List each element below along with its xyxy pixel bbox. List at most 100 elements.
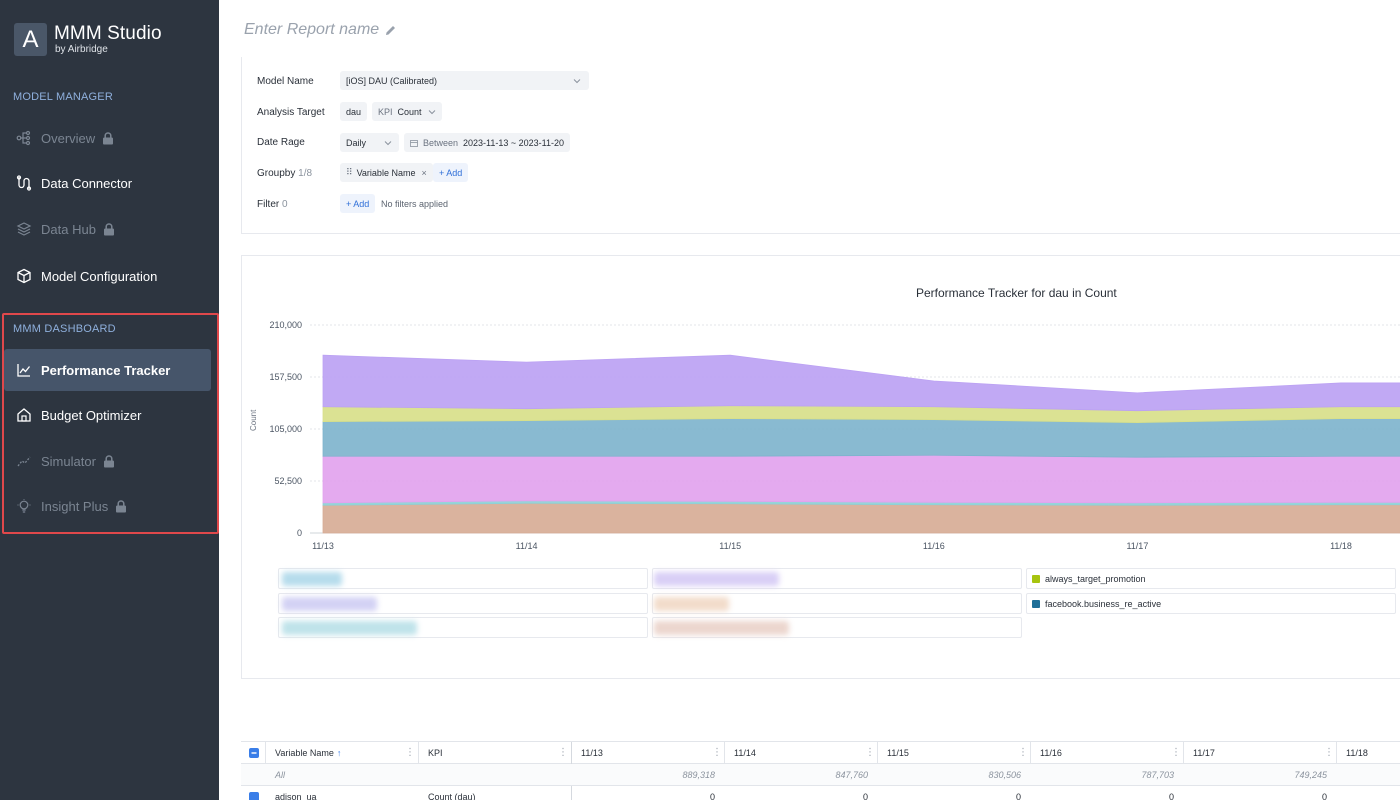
area-series-2[interactable] (322, 454, 1400, 504)
data-hub-icon (16, 221, 32, 237)
redacted-legend-text (282, 597, 377, 611)
y-tick-label: 105,000 (269, 424, 302, 434)
analysis-target-chip[interactable]: dau (340, 102, 368, 121)
header-label: KPI (428, 748, 443, 758)
row-checkbox[interactable] (249, 792, 259, 800)
sidebar-item-label: Performance Tracker (41, 362, 171, 378)
area-chart: 210,000 157,500 105,000 52,500 0 11/13 11/14 11… (269, 320, 1400, 551)
header-date[interactable]: 11/16 (1040, 742, 1062, 764)
row-cell: 0 (1168, 792, 1174, 800)
filter-add-button[interactable]: + Add (340, 194, 376, 213)
sidebar: A MMM Studio by Airbridge MODEL MANAGER … (0, 0, 219, 800)
sidebar-item-overview[interactable]: Overview (4, 117, 211, 159)
date-granularity-select[interactable]: Daily (340, 133, 399, 152)
sidebar-item-data-hub[interactable]: Data Hub (4, 208, 211, 250)
app-logo[interactable]: A MMM Studio by Airbridge (14, 23, 162, 56)
config-panel: Model Name [iOS] DAU (Calibrated) Analys… (241, 57, 1400, 234)
y-tick-label: 157,500 (269, 372, 302, 382)
header-date[interactable]: 11/18 (1346, 742, 1368, 764)
legend-item-redacted[interactable] (278, 593, 648, 614)
legend-item-redacted[interactable] (278, 617, 648, 638)
sidebar-item-model-configuration[interactable]: Model Configuration (4, 255, 211, 297)
bulb-icon (16, 498, 32, 514)
area-series-3[interactable] (322, 418, 1400, 458)
date-range-picker[interactable]: Between 2023-11-13 ~ 2023-11-20 (404, 133, 571, 152)
groupby-label-text: Groupby (257, 168, 296, 179)
sidebar-item-data-connector[interactable]: Data Connector (4, 162, 211, 204)
x-tick-label: 11/17 (1126, 541, 1148, 551)
column-menu-icon[interactable]: ⋮ (865, 747, 875, 758)
header-date[interactable]: 11/14 (734, 742, 756, 764)
groupby-chip[interactable]: ⠿ Variable Name × (340, 163, 433, 182)
column-menu-icon[interactable]: ⋮ (1171, 747, 1181, 758)
drag-handle-icon[interactable]: ⠿ (346, 167, 353, 177)
legend-swatch (1032, 574, 1040, 583)
select-all-checkbox[interactable] (249, 742, 259, 764)
header-label: 11/17 (1193, 748, 1215, 758)
column-menu-icon[interactable]: ⋮ (558, 747, 568, 758)
legend-item-redacted[interactable] (278, 568, 648, 589)
header-date[interactable]: 11/13 (581, 742, 603, 764)
area-series-0[interactable] (322, 502, 1400, 534)
column-menu-icon[interactable]: ⋮ (1324, 747, 1334, 758)
sidebar-item-insight-plus[interactable]: Insight Plus (4, 485, 211, 527)
chevron-down-icon (384, 138, 392, 148)
area-series-5[interactable] (322, 354, 1400, 412)
row-variable-name: adison_ua (275, 792, 317, 800)
sort-asc-icon[interactable]: ↑ (336, 748, 342, 758)
legend-item-redacted[interactable] (652, 593, 1022, 614)
legend-swatch (1032, 599, 1040, 608)
logo-letter: A (22, 26, 39, 53)
header-variable-name[interactable]: Variable Name ↑ (275, 742, 341, 764)
sidebar-item-budget-optimizer[interactable]: Budget Optimizer (4, 394, 211, 436)
report-name-field[interactable]: Enter Report name (244, 21, 397, 39)
pencil-icon[interactable] (384, 24, 397, 37)
row-cell: 0 (862, 792, 868, 800)
cube-icon (16, 268, 32, 284)
close-icon[interactable]: × (421, 167, 427, 178)
column-divider (265, 742, 266, 764)
table-total-row: All 889,318 847,760 830,506 787,703 749,… (241, 764, 1400, 786)
groupby-chip-label: Variable Name (356, 167, 416, 178)
house-icon (16, 407, 32, 423)
app-subtitle: by Airbridge (55, 44, 108, 55)
legend-item-redacted[interactable] (652, 568, 1022, 589)
groupby-count: 1/8 (298, 168, 313, 179)
kpi-select[interactable]: KPI Count (372, 102, 442, 121)
kpi-value: Count (397, 106, 422, 117)
lock-icon (115, 499, 127, 513)
x-tick-label: 11/18 (1330, 541, 1352, 551)
date-range-label: Date Rage (257, 137, 305, 148)
total-cell: 830,506 (988, 770, 1021, 780)
legend-item[interactable]: always_target_promotion (1026, 568, 1396, 589)
header-date[interactable]: 11/15 (887, 742, 909, 764)
no-filters-text: No filters applied (381, 199, 449, 209)
legend-item[interactable]: facebook.business_re_active (1026, 593, 1396, 614)
table-row[interactable]: adison_ua Count (dau) 0 0 0 0 0 (241, 787, 1400, 800)
model-name-select[interactable]: [iOS] DAU (Calibrated) (340, 71, 589, 90)
row-cell: 0 (1015, 792, 1021, 800)
sidebar-item-simulator[interactable]: Simulator (4, 440, 211, 482)
header-kpi[interactable]: KPI (428, 742, 443, 764)
checkbox[interactable] (249, 748, 259, 758)
logo-mark: A (14, 23, 47, 56)
chart-title: Performance Tracker for dau in Count (916, 286, 1117, 300)
data-connector-icon (16, 175, 32, 191)
header-label: Variable Name (275, 748, 334, 758)
column-divider (418, 742, 419, 764)
column-menu-icon[interactable]: ⋮ (1018, 747, 1028, 758)
redacted-legend-text (654, 597, 729, 611)
lock-icon (103, 454, 115, 468)
section-label-mmm-dashboard: MMM DASHBOARD (13, 323, 116, 335)
app-title: MMM Studio (54, 23, 162, 44)
groupby-add-button[interactable]: + Add (433, 163, 469, 182)
lock-icon (103, 222, 115, 236)
header-date[interactable]: 11/17 (1193, 742, 1215, 764)
trend-icon (16, 453, 32, 469)
chevron-down-icon (428, 109, 436, 115)
legend-item-redacted[interactable] (652, 617, 1022, 638)
column-menu-icon[interactable]: ⋮ (712, 747, 722, 758)
column-menu-icon[interactable]: ⋮ (405, 747, 415, 758)
sidebar-item-performance-tracker[interactable]: Performance Tracker (4, 349, 211, 391)
redacted-legend-text (282, 621, 417, 635)
